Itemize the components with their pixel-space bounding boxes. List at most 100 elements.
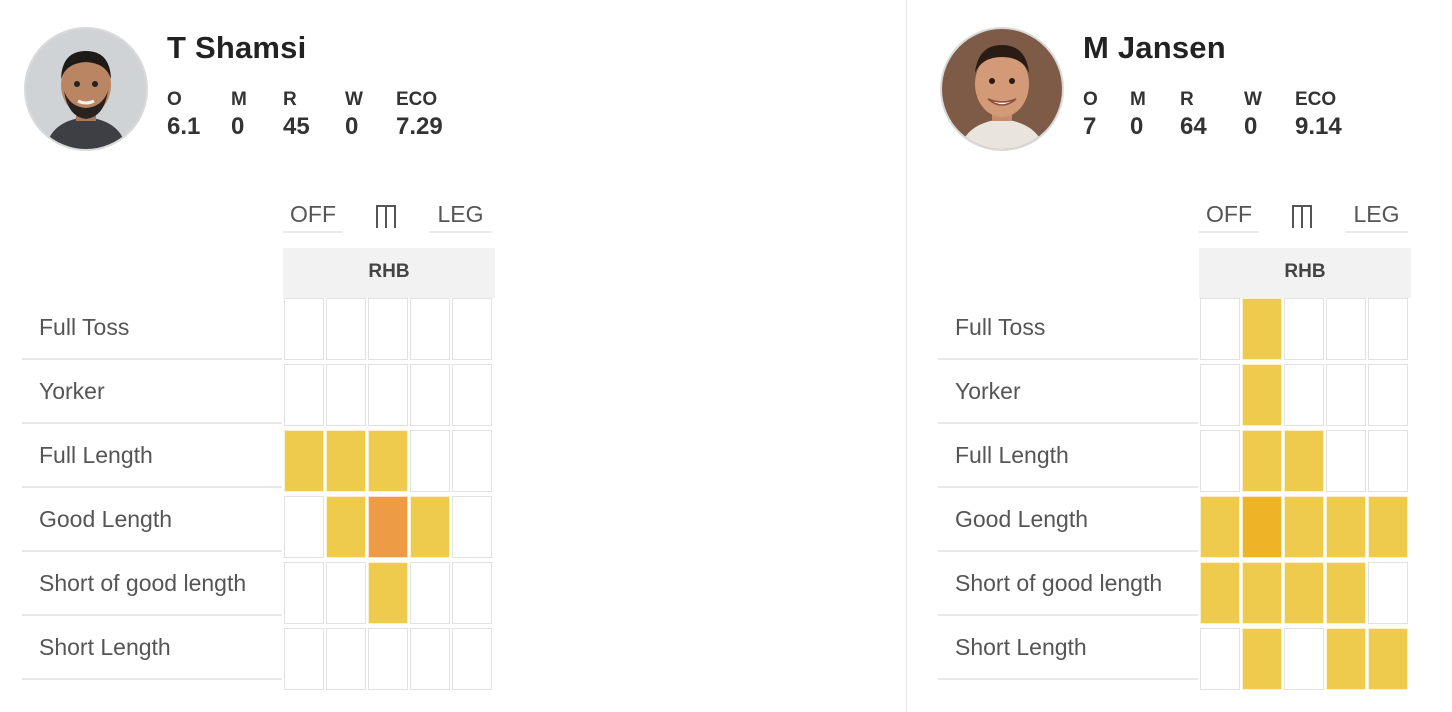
heatmap-cell[interactable]: [1242, 628, 1282, 690]
heatmap-cell[interactable]: [1368, 496, 1408, 558]
heatmap-cell[interactable]: [1200, 628, 1240, 690]
heatmap-cell[interactable]: [368, 496, 408, 558]
heatmap-cell[interactable]: [326, 628, 366, 690]
stat-wickets: W 0: [345, 90, 363, 142]
avatar: [940, 27, 1064, 151]
stat-label: W: [1244, 89, 1262, 110]
heatmap-cell[interactable]: [1242, 430, 1282, 492]
stat-overs: O 6.1: [167, 90, 200, 142]
heatmap-cell[interactable]: [410, 430, 450, 492]
batter-hand-header: RHB: [1199, 248, 1411, 298]
heatmap-cell[interactable]: [1200, 364, 1240, 426]
panel-divider: [906, 0, 907, 712]
heatmap-cell[interactable]: [1284, 298, 1324, 360]
heatmap-cell[interactable]: [410, 628, 450, 690]
heatmap-cell[interactable]: [1326, 364, 1366, 426]
leg-side-label: LEG: [1345, 200, 1408, 233]
length-label-good-length: Good Length: [22, 488, 282, 552]
stat-label: ECO: [396, 89, 438, 110]
heatmap-cell[interactable]: [1368, 430, 1408, 492]
length-label-yorker: Yorker: [22, 360, 282, 424]
heatmap-cell[interactable]: [452, 364, 492, 426]
player-photo-icon: [26, 29, 146, 149]
stat-economy: ECO 9.14: [1295, 90, 1342, 142]
heatmap-cell[interactable]: [284, 562, 324, 624]
heatmap-cell[interactable]: [1284, 496, 1324, 558]
stat-value: 0: [1130, 113, 1144, 140]
stat-value: 7: [1083, 113, 1097, 140]
stat-label: ECO: [1295, 89, 1337, 110]
heatmap-cell[interactable]: [410, 298, 450, 360]
heatmap-cell[interactable]: [452, 628, 492, 690]
heatmap-cell[interactable]: [284, 496, 324, 558]
heatmap-cell[interactable]: [1326, 628, 1366, 690]
heatmap-cell[interactable]: [326, 364, 366, 426]
length-label-short-of-good: Short of good length: [938, 552, 1198, 616]
heatmap-cell[interactable]: [1200, 496, 1240, 558]
heatmap-cell[interactable]: [1284, 628, 1324, 690]
heatmap-cell[interactable]: [1200, 298, 1240, 360]
stumps-icon: [1292, 205, 1312, 228]
heatmap-cell[interactable]: [1200, 562, 1240, 624]
heatmap-cell[interactable]: [452, 298, 492, 360]
heatmap-cell[interactable]: [410, 364, 450, 426]
heatmap-cell[interactable]: [368, 562, 408, 624]
heatmap-cell[interactable]: [1284, 430, 1324, 492]
heatmap-cell[interactable]: [452, 496, 492, 558]
heatmap-cell[interactable]: [1326, 298, 1366, 360]
heatmap-cell[interactable]: [368, 628, 408, 690]
heatmap-cell[interactable]: [326, 562, 366, 624]
length-label-short-length: Short Length: [938, 616, 1198, 680]
heatmap-cell[interactable]: [1326, 496, 1366, 558]
stat-value: 0: [1244, 113, 1258, 140]
heatmap-cell[interactable]: [284, 364, 324, 426]
stat-economy: ECO 7.29: [396, 90, 443, 142]
heatmap-cell[interactable]: [284, 628, 324, 690]
heatmap-cell[interactable]: [1368, 628, 1408, 690]
off-side-label: OFF: [1199, 200, 1259, 233]
heatmap-cell[interactable]: [1326, 430, 1366, 492]
stat-label: M: [231, 89, 247, 110]
heatmap-cell[interactable]: [1368, 562, 1408, 624]
heatmap-cell[interactable]: [1242, 364, 1282, 426]
heatmap-cell[interactable]: [1242, 496, 1282, 558]
heatmap-cell[interactable]: [284, 298, 324, 360]
bowler-panel-shamsi: T Shamsi O 6.1 M 0 R 45 W 0 ECO 7.29 OFF…: [22, 27, 495, 690]
stat-maidens: M 0: [1130, 90, 1146, 142]
length-label-full-toss: Full Toss: [938, 296, 1198, 360]
heatmap-cell[interactable]: [326, 496, 366, 558]
stat-value: 9.14: [1295, 113, 1342, 140]
stat-label: R: [1180, 89, 1194, 110]
length-label-full-toss: Full Toss: [22, 296, 282, 360]
stat-value: 64: [1180, 113, 1207, 140]
heatmap-cell[interactable]: [1242, 298, 1282, 360]
heatmap-cell[interactable]: [368, 364, 408, 426]
stat-label: O: [167, 89, 182, 110]
heatmap-cell[interactable]: [1284, 364, 1324, 426]
avatar: [24, 27, 148, 151]
heatmap-cell[interactable]: [1368, 298, 1408, 360]
heatmap-cell[interactable]: [1242, 562, 1282, 624]
heatmap-cell[interactable]: [452, 562, 492, 624]
heatmap-cell[interactable]: [326, 298, 366, 360]
heatmap-cell[interactable]: [410, 562, 450, 624]
heatmap-cell[interactable]: [452, 430, 492, 492]
heatmap-cell[interactable]: [410, 496, 450, 558]
heatmap-cell[interactable]: [1326, 562, 1366, 624]
heatmap-cell[interactable]: [368, 430, 408, 492]
stat-label: W: [345, 89, 363, 110]
player-name: M Jansen: [1083, 30, 1226, 65]
heatmap-cell[interactable]: [326, 430, 366, 492]
length-label-full-length: Full Length: [938, 424, 1198, 488]
stat-runs: R 45: [283, 90, 310, 142]
length-label-short-length: Short Length: [22, 616, 282, 680]
heatmap-cell[interactable]: [1200, 430, 1240, 492]
heatmap-cell[interactable]: [1368, 364, 1408, 426]
stat-label: R: [283, 89, 297, 110]
heatmap-cell[interactable]: [368, 298, 408, 360]
heatmap-cell[interactable]: [284, 430, 324, 492]
heatmap-cell[interactable]: [1284, 562, 1324, 624]
leg-side-label: LEG: [429, 200, 492, 233]
player-name: T Shamsi: [167, 30, 307, 65]
stat-wickets: W 0: [1244, 90, 1262, 142]
